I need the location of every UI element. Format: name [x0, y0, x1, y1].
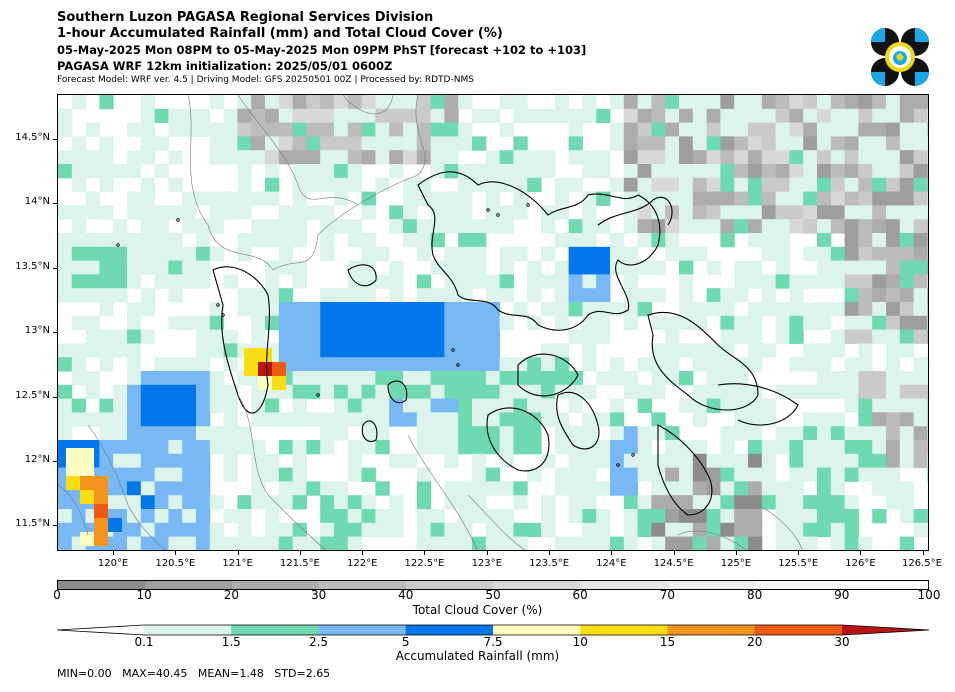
lat-tick — [53, 396, 57, 398]
cloud-colorbar-segment — [319, 581, 406, 589]
lon-label: 126°E — [845, 558, 876, 569]
rain-colorbar-max-extension — [842, 625, 929, 635]
rain-colorbar-segment — [667, 625, 756, 635]
lat-tick — [53, 203, 57, 205]
rain-colorbar-segment — [405, 625, 494, 635]
lon-label: 126.5°E — [902, 558, 942, 569]
lon-tick — [299, 551, 301, 555]
cloud-colorbar-tick-label: 40 — [398, 588, 414, 602]
lat-tick — [53, 460, 57, 462]
lon-label: 122.5°E — [404, 558, 445, 569]
cloud-colorbar-segment — [493, 581, 580, 589]
lon-tick — [922, 551, 924, 555]
lat-label: 13.5°N — [15, 260, 50, 272]
cloud-colorbar-tick-label: 70 — [659, 588, 676, 602]
rain-colorbar-tick-label: 2.5 — [308, 635, 329, 649]
pagasa-logo — [871, 28, 929, 86]
chart-title: Southern Luzon PAGASA Regional Services … — [57, 10, 434, 25]
rain-colorbar-segment — [580, 625, 668, 635]
rain-colorbar-segment — [231, 625, 319, 635]
lon-label: 122°E — [346, 558, 378, 569]
lat-tick — [53, 332, 57, 334]
lon-tick — [549, 551, 551, 555]
lat-tick — [53, 525, 57, 527]
lon-label: 121.5°E — [279, 558, 320, 569]
rain-colorbar-tick-label: 0.1 — [134, 635, 154, 649]
cloud-colorbar-segment — [406, 581, 493, 589]
rain-colorbar-tick-label: 20 — [747, 635, 763, 649]
cloud-colorbar-tick-label: 20 — [223, 588, 240, 602]
cloud-colorbar-segment — [145, 581, 232, 589]
lat-tick — [53, 139, 57, 141]
lat-label: 13°N — [24, 325, 50, 337]
coastlines — [116, 171, 799, 516]
lon-tick — [175, 551, 177, 555]
lon-tick — [362, 551, 364, 555]
rain-colorbar-tick-label: 30 — [834, 635, 850, 649]
lon-tick — [735, 551, 737, 555]
statistics: MIN=0.00 MAX=40.45 MEAN=1.48 STD=2.65 — [57, 667, 331, 680]
lon-tick — [798, 551, 800, 555]
rain-colorbar-outline — [57, 624, 930, 636]
rain-colorbar-tick-label: 10 — [572, 635, 588, 649]
lon-label: 121°E — [222, 558, 253, 569]
cloud-colorbar-segment — [667, 581, 754, 589]
cloud-colorbar-tick-label: 60 — [572, 588, 588, 602]
cloud-colorbar-tick-label: 90 — [834, 588, 850, 602]
lat-label: 12°N — [24, 453, 50, 465]
cloud-colorbar — [57, 580, 929, 590]
rainfall-cloud-map — [58, 95, 928, 550]
lon-label: 120.5°E — [155, 558, 196, 569]
lat-tick — [53, 267, 57, 269]
lon-tick — [673, 551, 675, 555]
chart-subtitle: 1-hour Accumulated Rainfall (mm) and Tot… — [57, 26, 503, 41]
lon-label: 124°E — [596, 558, 627, 569]
lon-tick — [860, 551, 862, 555]
lon-tick — [424, 551, 426, 555]
field-grid — [58, 95, 928, 550]
rain-colorbar-tick-label: 15 — [659, 635, 676, 649]
rain-colorbar-title: Accumulated Rainfall (mm) — [395, 649, 560, 663]
coastlines-background — [58, 95, 803, 550]
lon-tick — [237, 551, 239, 555]
lon-label: 120°E — [97, 558, 129, 569]
cloud-colorbar-tick-label: 50 — [485, 588, 501, 602]
map-panel — [57, 94, 929, 551]
cloud-colorbar-tick-label: 10 — [136, 588, 152, 602]
lon-label: 123.5°E — [529, 558, 570, 569]
valid-time: 05-May-2025 Mon 08PM to 05-May-2025 Mon … — [57, 43, 587, 57]
lat-label: 11.5°N — [15, 518, 50, 530]
rain-colorbar-tick-label: 7.5 — [483, 635, 503, 649]
rain-colorbar-segment — [493, 625, 581, 635]
rain-colorbar-segment — [754, 625, 843, 635]
cloud-colorbar-segment — [580, 581, 667, 589]
cloud-colorbar-tick-label: 80 — [746, 588, 763, 602]
cloud-colorbar-segment — [58, 581, 145, 589]
rain-colorbar-segment — [318, 625, 407, 635]
lon-label: 124.5°E — [653, 558, 694, 569]
lon-tick — [611, 551, 613, 555]
cloud-colorbar-tick-label: 0 — [53, 588, 61, 602]
lon-label: 123°E — [471, 558, 502, 569]
rain-colorbar-tick-label: 5 — [401, 635, 410, 649]
lon-label: 125°E — [720, 558, 752, 569]
lon-tick — [113, 551, 115, 555]
rain-colorbar-min-extension — [57, 625, 144, 635]
lat-label: 12.5°N — [15, 389, 50, 401]
model-info: Forecast Model: WRF ver. 4.5 | Driving M… — [57, 75, 474, 85]
lat-label: 14.5°N — [15, 132, 50, 144]
cloud-colorbar-tick-label: 100 — [917, 588, 941, 602]
rain-colorbar-segment — [144, 625, 232, 635]
lon-label: 125.5°E — [778, 558, 819, 569]
rain-colorbar-tick-label: 1.5 — [221, 635, 241, 649]
lat-label: 14°N — [24, 196, 50, 208]
cloud-colorbar-segment — [232, 581, 319, 589]
rain-colorbar — [57, 624, 930, 636]
lon-tick — [486, 551, 488, 555]
cloud-colorbar-tick-label: 30 — [310, 588, 327, 602]
cloud-colorbar-segment — [754, 581, 841, 589]
initialization-time: PAGASA WRF 12km initialization: 2025/05/… — [57, 59, 393, 73]
cloud-colorbar-segment — [841, 581, 928, 589]
cloud-colorbar-title: Total Cloud Cover (%) — [412, 603, 543, 617]
